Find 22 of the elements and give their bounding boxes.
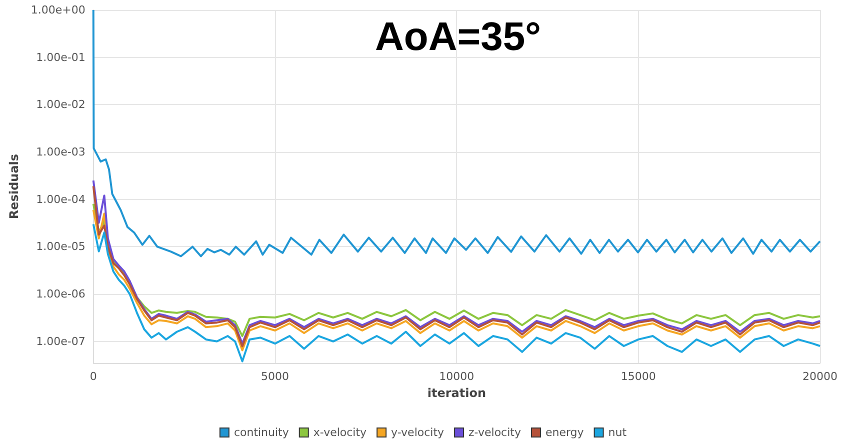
legend-label: energy [545, 426, 584, 439]
legend-label: y-velocity [391, 426, 445, 439]
legend-label: nut [608, 426, 628, 439]
y-tick-label: 1.00e-02 [36, 98, 86, 112]
legend-label: x-velocity [313, 426, 368, 439]
y-tick-label: 1.00e-01 [36, 50, 86, 64]
x-tick-label: 20000 [802, 370, 838, 383]
y-tick-label: 1.00e-07 [36, 334, 86, 348]
y-tick-label: 1.00e-04 [36, 192, 86, 206]
legend-label: z-velocity [468, 426, 522, 439]
x-tick-label: 5000 [261, 370, 290, 383]
x-tick-label: 15000 [620, 370, 656, 383]
y-tick-label: 1.00e-06 [36, 288, 86, 301]
x-axis-title: iteration [427, 386, 486, 400]
y-tick-label: 1.00e+00 [30, 4, 86, 16]
chart-title: AoA=35° [375, 15, 542, 59]
y-tick-label: 1.00e-05 [36, 240, 86, 254]
y-axis-title: Residuals [7, 154, 21, 220]
legend-label: continuity [234, 426, 290, 439]
x-tick-label: 10000 [439, 370, 474, 383]
x-tick-label: 0 [90, 370, 97, 383]
y-tick-label: 1.00e-03 [36, 146, 86, 159]
